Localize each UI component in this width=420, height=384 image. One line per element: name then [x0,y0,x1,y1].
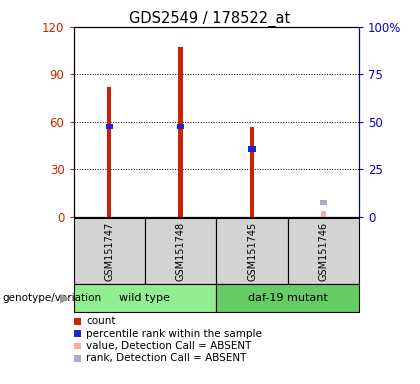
Text: rank, Detection Call = ABSENT: rank, Detection Call = ABSENT [86,353,247,363]
Bar [249,146,255,152]
Text: percentile rank within the sample: percentile rank within the sample [86,329,262,339]
Bar [320,200,327,205]
Text: daf-19 mutant: daf-19 mutant [248,293,328,303]
Bar [321,211,326,217]
Text: value, Detection Call = ABSENT: value, Detection Call = ABSENT [86,341,252,351]
Bar [106,124,113,129]
Text: GSM151746: GSM151746 [318,222,328,281]
Text: genotype/variation: genotype/variation [2,293,101,303]
Text: GSM151748: GSM151748 [176,222,186,281]
Text: ▶: ▶ [60,291,70,305]
Bar [107,87,111,217]
Text: count: count [86,316,116,326]
Text: wild type: wild type [119,293,171,303]
Bar [177,124,184,129]
Bar [250,127,254,217]
Text: GSM151745: GSM151745 [247,222,257,281]
Text: GSM151747: GSM151747 [104,222,114,281]
Bar [178,48,183,217]
Text: GDS2549 / 178522_at: GDS2549 / 178522_at [129,11,291,27]
